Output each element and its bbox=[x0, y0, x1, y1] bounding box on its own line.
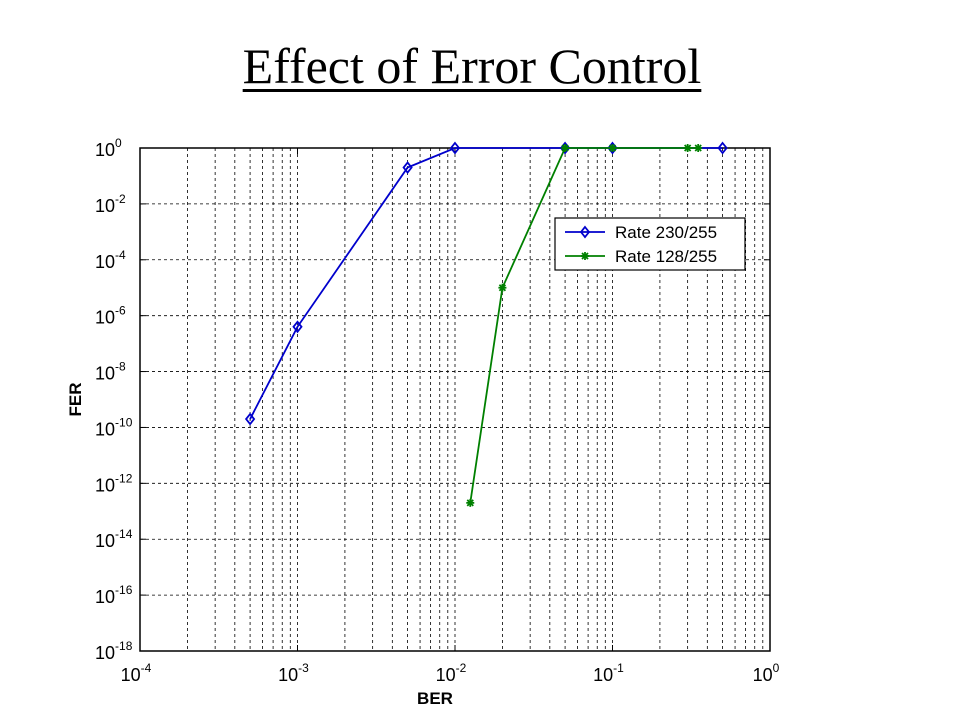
data-point bbox=[449, 141, 461, 155]
x-tick-label: 10-1 bbox=[593, 661, 624, 685]
y-tick-label: 10-18 bbox=[95, 639, 133, 663]
legend: Rate 230/255 Rate 128/255 bbox=[554, 217, 746, 271]
y-tick-label: 10-14 bbox=[95, 527, 133, 551]
series-2 bbox=[466, 144, 703, 507]
x-tick-label: 10-3 bbox=[278, 661, 309, 685]
y-tick-label: 10-2 bbox=[95, 192, 126, 216]
slide-title-text: Effect of Error Control bbox=[242, 38, 702, 94]
series bbox=[244, 141, 728, 507]
y-tick-label: 10-10 bbox=[95, 415, 133, 439]
legend-item: Rate 230/255 bbox=[565, 223, 717, 242]
data-point bbox=[498, 283, 507, 292]
legend-marker bbox=[581, 252, 589, 260]
data-point bbox=[561, 144, 570, 152]
y-tick-label: 10-8 bbox=[95, 360, 126, 384]
series-line bbox=[469, 147, 699, 503]
y-tick-label: 100 bbox=[95, 136, 122, 160]
legend-label: Rate 230/255 bbox=[615, 223, 717, 242]
legend-label: Rate 128/255 bbox=[615, 247, 717, 266]
data-point bbox=[683, 144, 692, 152]
ticks: 10-4 10-3 10-2 10-1 100 100 10-2 10-4 10-6 10-8 10… bbox=[95, 136, 780, 685]
legend-item: Rate 128/255 bbox=[565, 247, 717, 266]
series-line bbox=[249, 147, 723, 420]
y-tick-label: 10-16 bbox=[95, 583, 133, 607]
data-point bbox=[694, 144, 703, 152]
data-point bbox=[292, 320, 303, 334]
y-axis-label: FER bbox=[66, 383, 85, 417]
slide-title: Effect of Error Control bbox=[0, 36, 944, 96]
x-axis-label: BER bbox=[417, 689, 453, 708]
series-1 bbox=[244, 141, 728, 426]
data-point bbox=[244, 412, 256, 426]
y-tick-label: 10-12 bbox=[95, 471, 133, 495]
x-tick-label: 100 bbox=[753, 661, 780, 685]
x-tick-label: 10-2 bbox=[436, 661, 467, 685]
data-point bbox=[402, 161, 413, 174]
x-tick-label: 10-4 bbox=[121, 661, 152, 685]
legend-box bbox=[554, 217, 746, 271]
data-point bbox=[717, 141, 728, 155]
y-tick-label: 10-6 bbox=[95, 304, 126, 328]
legend-marker bbox=[579, 225, 591, 239]
y-tick-label: 10-4 bbox=[95, 248, 126, 272]
data-point bbox=[608, 144, 617, 152]
data-point bbox=[466, 498, 475, 507]
